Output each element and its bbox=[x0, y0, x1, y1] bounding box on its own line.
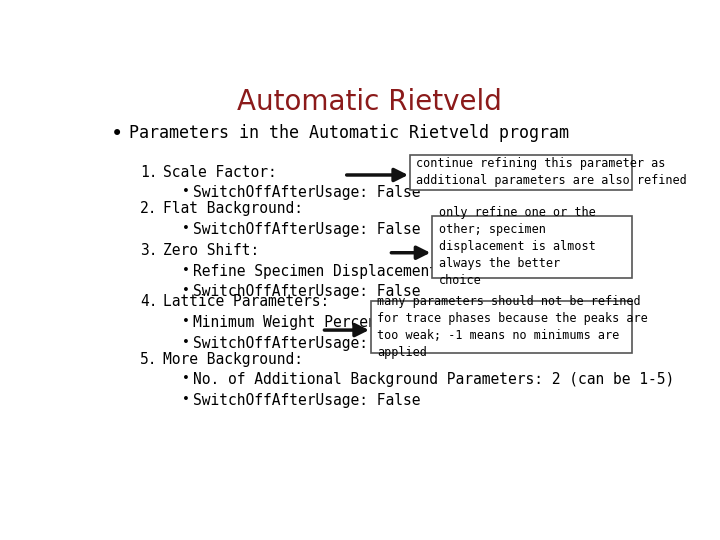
Text: Scale Factor:: Scale Factor: bbox=[163, 165, 276, 180]
Text: More Background:: More Background: bbox=[163, 352, 302, 367]
Text: •: • bbox=[182, 336, 190, 349]
Text: No. of Additional Background Parameters: 2 (can be 1-5): No. of Additional Background Parameters:… bbox=[193, 373, 675, 388]
Text: Lattice Parameters:: Lattice Parameters: bbox=[163, 294, 329, 309]
Text: Flat Background:: Flat Background: bbox=[163, 201, 302, 216]
Text: Refine Specimen Displacement Instead: True: Refine Specimen Displacement Instead: Tr… bbox=[193, 264, 561, 279]
Text: many parameters should not be refined
for trace phases because the peaks are
too: many parameters should not be refined fo… bbox=[377, 295, 648, 359]
Text: SwitchOffAfterUsage: False: SwitchOffAfterUsage: False bbox=[193, 185, 420, 200]
Text: SwitchOffAfterUsage: False: SwitchOffAfterUsage: False bbox=[193, 336, 420, 351]
Text: •: • bbox=[182, 264, 190, 276]
Text: Automatic Rietveld: Automatic Rietveld bbox=[237, 87, 501, 116]
Text: •: • bbox=[182, 222, 190, 235]
Text: •: • bbox=[182, 185, 190, 198]
Text: Minimum Weight Percentage:5: Minimum Weight Percentage:5 bbox=[193, 315, 429, 330]
FancyBboxPatch shape bbox=[371, 301, 632, 353]
Text: SwitchOffAfterUsage: False: SwitchOffAfterUsage: False bbox=[193, 285, 420, 299]
Text: Parameters in the Automatic Rietveld program: Parameters in the Automatic Rietveld pro… bbox=[129, 124, 569, 142]
FancyBboxPatch shape bbox=[410, 154, 632, 191]
Text: SwitchOffAfterUsage: False: SwitchOffAfterUsage: False bbox=[193, 222, 420, 237]
Text: 5.: 5. bbox=[140, 352, 158, 367]
Text: Zero Shift:: Zero Shift: bbox=[163, 243, 258, 258]
Text: •: • bbox=[182, 373, 190, 386]
Text: •: • bbox=[111, 124, 123, 144]
Text: continue refining this parameter as
additional parameters are also refined: continue refining this parameter as addi… bbox=[416, 158, 687, 187]
Text: •: • bbox=[182, 315, 190, 328]
Text: 4.: 4. bbox=[140, 294, 158, 309]
Text: 1.: 1. bbox=[140, 165, 158, 180]
Text: SwitchOffAfterUsage: False: SwitchOffAfterUsage: False bbox=[193, 393, 420, 408]
Text: •: • bbox=[182, 393, 190, 406]
Text: 2.: 2. bbox=[140, 201, 158, 216]
Text: 3.: 3. bbox=[140, 243, 158, 258]
Text: •: • bbox=[182, 285, 190, 298]
FancyBboxPatch shape bbox=[432, 216, 632, 278]
Text: only refine one or the
other; specimen
displacement is almost
always the better
: only refine one or the other; specimen d… bbox=[438, 206, 595, 287]
